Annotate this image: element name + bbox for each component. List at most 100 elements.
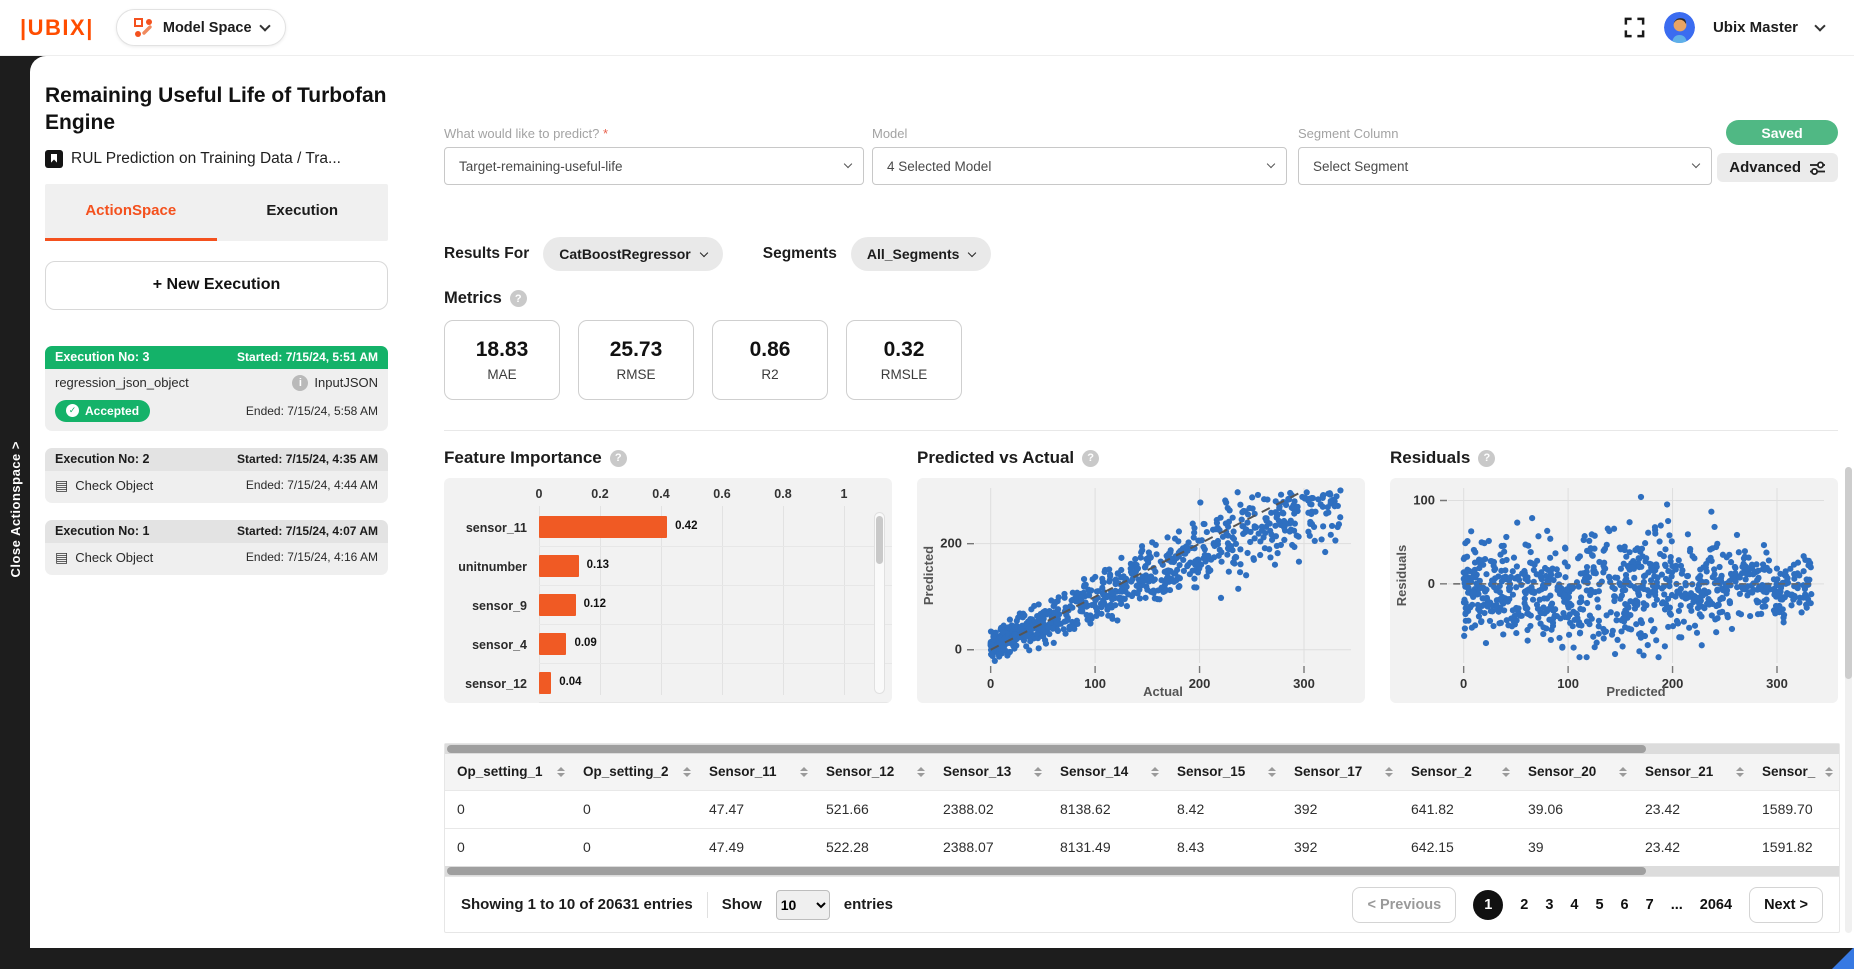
page-size-select[interactable]: 10 (775, 889, 830, 920)
sort-icon[interactable] (1502, 766, 1510, 777)
column-header-sensor_14[interactable]: Sensor_14 (1048, 754, 1165, 790)
new-execution-button[interactable]: + New Execution (45, 260, 388, 310)
segments-dropdown[interactable]: All_Segments (850, 237, 992, 271)
sort-icon[interactable] (1385, 766, 1393, 777)
page-number-2064[interactable]: 2064 (1699, 896, 1733, 913)
segment-label: Segment Column (1298, 126, 1399, 141)
sort-icon[interactable] (1268, 766, 1276, 777)
execution-card-1[interactable]: Execution No: 1 Started: 7/15/24, 4:07 A… (45, 519, 388, 575)
help-icon[interactable]: ? (1478, 449, 1496, 467)
table-hscrollbar-top[interactable] (445, 744, 1839, 754)
fi-bar-row: sensor_9 0.12 (444, 586, 892, 625)
user-menu-chevron-icon[interactable] (1814, 19, 1826, 32)
sort-icon[interactable] (800, 766, 808, 777)
sort-icon[interactable] (917, 766, 925, 777)
column-header-sensor_21[interactable]: Sensor_21 (1633, 754, 1750, 790)
page-number-6[interactable]: 6 (1620, 896, 1629, 913)
page-number-1[interactable]: 1 (1473, 889, 1504, 920)
page-number-3[interactable]: 3 (1545, 896, 1554, 913)
metric-value: 18.83 (475, 338, 529, 361)
predicted-vs-actual-chart: Predicted vs Actual ? 0 100 200 300 0 200 Actu… (917, 445, 1365, 703)
main-panel: What would like to predict? * Target-rem… (408, 56, 1854, 948)
column-header-op_setting_1[interactable]: Op_setting_1 (445, 754, 571, 790)
sort-icon[interactable] (1619, 766, 1627, 777)
help-icon[interactable]: ? (609, 449, 627, 467)
topbar: |UBIX| Model Space Ubix Master (0, 0, 1854, 56)
metric-label: RMSLE (880, 367, 928, 382)
next-page-button[interactable]: Next > (1749, 886, 1823, 923)
table-cell: 8.42 (1165, 789, 1282, 828)
fi-category-label: sensor_9 (472, 598, 527, 613)
fi-scrollbar[interactable] (874, 512, 885, 694)
svg-text:0: 0 (1428, 576, 1435, 591)
column-header-sensor_2[interactable]: Sensor_2 (1399, 754, 1516, 790)
saved-button[interactable]: Saved (1726, 120, 1838, 145)
sort-icon[interactable] (1034, 766, 1042, 777)
close-actionspace-label: Close Actionspace > (8, 441, 23, 578)
entries-label: entries (843, 896, 893, 913)
page-number-5[interactable]: 5 (1595, 896, 1604, 913)
execution-card-3[interactable]: Execution No: 3 Started: 7/15/24, 5:51 A… (45, 345, 388, 431)
table-cell: 392 (1282, 789, 1399, 828)
help-icon[interactable]: ? (1082, 449, 1100, 467)
help-icon[interactable]: ? (509, 290, 527, 307)
sort-icon[interactable] (1736, 766, 1744, 777)
sort-icon[interactable] (557, 766, 565, 777)
fullscreen-icon[interactable] (1623, 16, 1646, 39)
page-number-2[interactable]: 2 (1520, 896, 1529, 913)
showing-entries-text: Showing 1 to 10 of 20631 entries (461, 896, 693, 913)
table-cell: 392 (1282, 827, 1399, 866)
column-header-sensor_[interactable]: Sensor_ (1750, 754, 1839, 790)
user-avatar[interactable] (1663, 12, 1695, 43)
sort-icon[interactable] (683, 766, 691, 777)
column-header-sensor_15[interactable]: Sensor_15 (1165, 754, 1282, 790)
fi-value-label: 0.42 (675, 520, 698, 532)
column-header-sensor_12[interactable]: Sensor_12 (814, 754, 931, 790)
column-header-sensor_20[interactable]: Sensor_20 (1516, 754, 1633, 790)
table-cell: 521.66 (814, 789, 931, 828)
info-icon[interactable]: i (292, 374, 309, 391)
vertical-scrollbar[interactable] (1845, 467, 1852, 933)
results-model-dropdown[interactable]: CatBoostRegressor (543, 237, 723, 271)
chart-title: Predicted vs Actual (917, 448, 1075, 467)
predict-select[interactable]: Target-remaining-useful-life (444, 147, 864, 185)
table-cell: 641.82 (1399, 789, 1516, 828)
model-space-label: Model Space (162, 19, 252, 36)
model-select[interactable]: 4 Selected Model (872, 147, 1287, 185)
results-table: Op_setting_1 Op_setting_2 Sensor_11 Sens… (445, 754, 1839, 866)
column-header-sensor_11[interactable]: Sensor_11 (697, 754, 814, 790)
sort-icon[interactable] (1825, 766, 1833, 777)
close-actionspace-strip[interactable]: Close Actionspace > (0, 56, 30, 969)
execution-object-name: regression_json_object (55, 375, 189, 391)
fi-value-label: 0.09 (574, 637, 597, 649)
fi-axis-tick: 0.2 (591, 487, 609, 501)
column-header-sensor_17[interactable]: Sensor_17 (1282, 754, 1399, 790)
execution-ended: Ended: 7/15/24, 4:44 AM (245, 478, 378, 493)
user-name[interactable]: Ubix Master (1712, 19, 1798, 36)
app-frame: Close Actionspace > Remaining Useful Lif… (0, 56, 1854, 969)
sort-icon[interactable] (1151, 766, 1159, 777)
column-header-op_setting_2[interactable]: Op_setting_2 (571, 754, 697, 790)
execution-card-2[interactable]: Execution No: 2 Started: 7/15/24, 4:35 A… (45, 447, 388, 503)
tab-actionspace[interactable]: ActionSpace (45, 184, 217, 241)
fi-bar-row: sensor_11 0.42 (444, 508, 892, 547)
table-cell: 23.42 (1633, 827, 1750, 866)
residuals-chart: Residuals ? 0 100 200 300 0 100 Predicted Resid… (1390, 445, 1838, 703)
table-cell: 2388.07 (931, 827, 1048, 866)
tab-execution[interactable]: Execution (266, 202, 339, 220)
svg-text:100: 100 (1557, 676, 1579, 691)
page-number-4[interactable]: 4 (1570, 896, 1579, 913)
table-cell: 0 (445, 789, 571, 828)
page-number-7[interactable]: 7 (1645, 896, 1654, 913)
column-header-sensor_13[interactable]: Sensor_13 (931, 754, 1048, 790)
advanced-button[interactable]: Advanced (1717, 153, 1838, 182)
corner-resize-handle (1832, 947, 1854, 969)
fi-bar (539, 672, 552, 694)
fi-bar (539, 555, 579, 577)
segment-select[interactable]: Select Segment (1298, 147, 1712, 185)
previous-page-button[interactable]: < Previous (1352, 886, 1457, 923)
table-cell: 39.06 (1516, 789, 1633, 828)
model-space-menu[interactable]: Model Space (115, 9, 286, 46)
table-hscrollbar-bottom[interactable] (445, 866, 1839, 876)
table-cell: 1589.70 (1750, 789, 1839, 828)
